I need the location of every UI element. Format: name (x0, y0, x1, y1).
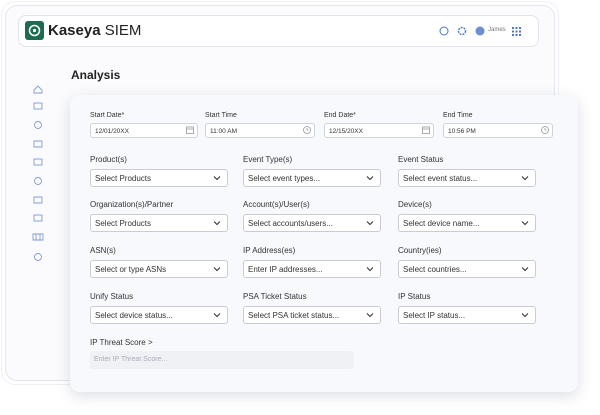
chevron-icon (521, 176, 529, 181)
calendar-icon (422, 126, 430, 134)
logo-mark (28, 24, 41, 37)
date-input[interactable]: 12/15/20XX (324, 123, 434, 138)
threat-score-input[interactable]: Enter IP Threat Score... (90, 351, 354, 369)
avatar[interactable] (475, 26, 485, 36)
date-input[interactable]: 11:00 AM (205, 123, 315, 138)
apps-icon[interactable] (512, 27, 521, 36)
date-label: End Date* (324, 112, 356, 119)
chevron-icon (213, 313, 221, 318)
filter-label: PSA Ticket Status (243, 292, 307, 301)
filter-label: Account(s)/User(s) (243, 200, 310, 209)
threat-score-label: IP Threat Score > (90, 338, 153, 347)
filter-label: Unify Status (90, 292, 134, 301)
filter-label: Product(s) (90, 155, 127, 164)
filter-select[interactable]: Select event types... (243, 169, 381, 187)
date-label: Start Date* (90, 112, 125, 119)
chevron-icon (521, 221, 529, 226)
logo[interactable] (25, 21, 44, 40)
filter-label: Device(s) (398, 200, 432, 209)
sidebar-icons[interactable] (30, 80, 46, 265)
chevron-icon (213, 221, 221, 226)
filter-panel (70, 95, 578, 392)
filter-select[interactable]: Enter IP addresses... (243, 260, 381, 278)
chevron-icon (366, 221, 374, 226)
date-input[interactable]: 12/01/20XX (90, 123, 198, 138)
page-title: Analysis (71, 68, 121, 82)
chevron-icon (366, 176, 374, 181)
date-label: End Time (443, 112, 473, 119)
help-icon[interactable] (439, 26, 449, 36)
chevron-icon (366, 267, 374, 272)
filter-label: IP Address(es) (243, 246, 296, 255)
filter-select[interactable]: Select device name... (398, 214, 536, 232)
filter-select[interactable]: Select accounts/users... (243, 214, 381, 232)
brand-name: Kaseya (48, 22, 101, 39)
filter-label: Organization(s)/Partner (90, 200, 174, 209)
filter-select[interactable]: Select device status... (90, 306, 228, 324)
filter-label: ASN(s) (90, 246, 116, 255)
filter-select[interactable]: Select or type ASNs (90, 260, 228, 278)
date-label: Start Time (205, 112, 237, 119)
filter-select[interactable]: Select countries... (398, 260, 536, 278)
settings-icon[interactable] (457, 26, 467, 36)
user-name[interactable]: James (488, 27, 506, 33)
product-name: SIEM (104, 22, 142, 39)
filter-select[interactable]: Select IP status... (398, 306, 536, 324)
top-bar (18, 15, 539, 47)
filter-label: Country(ies) (398, 246, 442, 255)
filter-select[interactable]: Select PSA ticket status... (243, 306, 381, 324)
chevron-icon (366, 313, 374, 318)
clock-icon (541, 126, 549, 134)
filter-label: Event Type(s) (243, 155, 293, 164)
brand: Kaseya SIEM (48, 22, 141, 39)
filter-label: Event Status (398, 155, 444, 164)
calendar-icon (186, 126, 194, 134)
date-input[interactable]: 10:56 PM (443, 123, 553, 138)
filter-select[interactable]: Select Products (90, 214, 228, 232)
filter-select[interactable]: Select Products (90, 169, 228, 187)
chevron-icon (521, 313, 529, 318)
filter-label: IP Status (398, 292, 431, 301)
filter-select[interactable]: Select event status... (398, 169, 536, 187)
chevron-icon (213, 267, 221, 272)
chevron-icon (213, 176, 221, 181)
chevron-icon (521, 267, 529, 272)
clock-icon (303, 126, 311, 134)
